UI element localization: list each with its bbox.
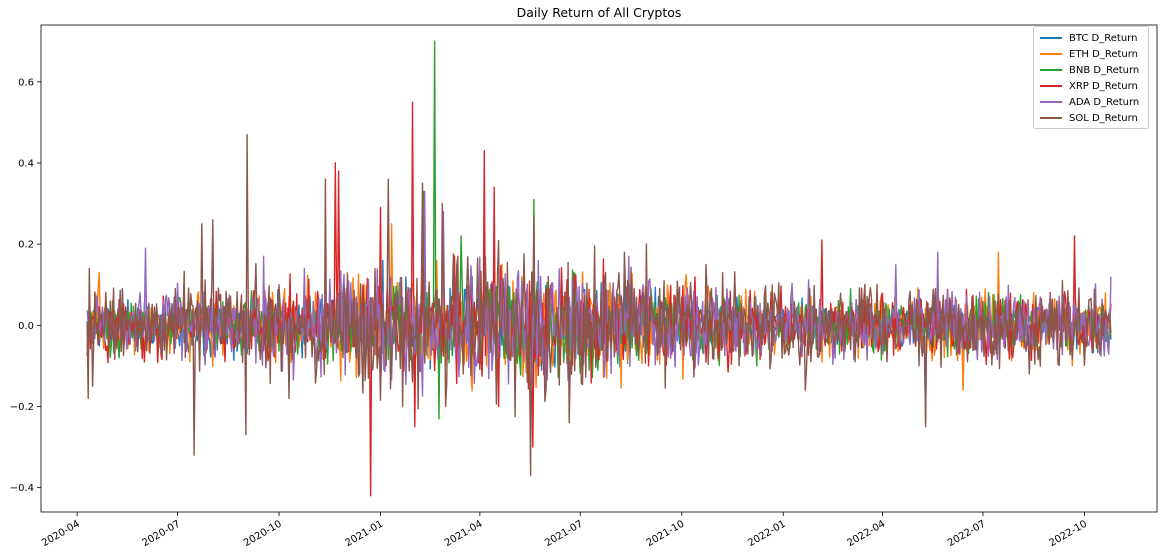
- x-tick-label: 2022-07: [946, 519, 988, 549]
- legend-swatch: [1040, 53, 1062, 55]
- legend-swatch: [1040, 101, 1062, 103]
- x-tick-label: 2021-01: [344, 519, 386, 549]
- y-tick-label: −0.4: [10, 483, 34, 494]
- x-tick-label: 2020-10: [242, 519, 284, 549]
- y-tick-label: −0.2: [10, 402, 34, 413]
- y-tick-label: 0.0: [18, 321, 34, 332]
- x-tick-label: 2021-04: [443, 519, 485, 549]
- legend-label: BTC D_Return: [1069, 32, 1138, 44]
- x-tick-label: 2022-04: [846, 519, 888, 549]
- legend-swatch: [1040, 69, 1062, 71]
- x-axis: 2020-04 2020-07 2020-10 2021-01 2021-04 2021-…: [40, 512, 1089, 549]
- y-axis: −0.4 −0.2 0.0 0.2 0.4 0.6: [10, 77, 41, 494]
- y-tick-label: 0.6: [18, 77, 34, 88]
- x-tick-label: 2021-10: [645, 519, 687, 549]
- series-line-sol: [86, 133, 1112, 477]
- legend-label: ETH D_Return: [1069, 48, 1139, 60]
- y-tick-label: 0.2: [18, 240, 34, 251]
- legend-swatch: [1040, 37, 1062, 39]
- plot-frame: [40, 24, 1158, 513]
- legend-label: XRP D_Return: [1069, 80, 1138, 92]
- legend-label: BNB D_Return: [1069, 64, 1140, 76]
- series-lines: [86, 40, 1112, 497]
- y-tick-label: 0.4: [18, 158, 34, 169]
- legend-item: ETH D_Return: [1040, 46, 1144, 62]
- series-line-bnb: [86, 40, 1112, 420]
- legend-item: BNB D_Return: [1040, 62, 1144, 78]
- legend-item: SOL D_Return: [1040, 110, 1144, 126]
- x-tick-label: 2020-07: [141, 519, 183, 549]
- legend: BTC D_Return ETH D_Return BNB D_Return XRP …: [1033, 26, 1149, 129]
- legend-item: XRP D_Return: [1040, 78, 1144, 94]
- legend-label: SOL D_Return: [1069, 112, 1138, 124]
- x-tick-label: 2022-10: [1047, 519, 1089, 549]
- legend-item: BTC D_Return: [1040, 30, 1144, 46]
- legend-item: ADA D_Return: [1040, 94, 1144, 110]
- chart-title: Daily Return of All Cryptos: [516, 5, 682, 20]
- x-tick-label: 2020-04: [40, 519, 82, 549]
- x-tick-label: 2021-07: [543, 519, 585, 549]
- x-tick-label: 2022-01: [746, 519, 788, 549]
- legend-swatch: [1040, 85, 1062, 87]
- legend-swatch: [1040, 117, 1062, 119]
- legend-label: ADA D_Return: [1069, 96, 1140, 108]
